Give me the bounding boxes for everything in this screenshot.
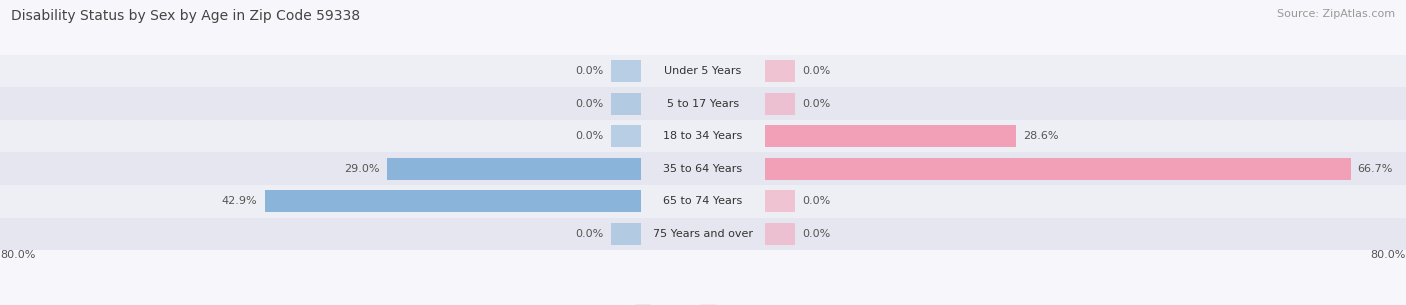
Text: 80.0%: 80.0% <box>1371 250 1406 260</box>
Bar <box>0 55 1406 88</box>
Text: Under 5 Years: Under 5 Years <box>665 66 741 76</box>
Text: 80.0%: 80.0% <box>0 250 35 260</box>
Bar <box>610 93 641 115</box>
Bar <box>765 158 1351 180</box>
Text: 42.9%: 42.9% <box>222 196 257 206</box>
Text: 0.0%: 0.0% <box>575 229 603 239</box>
Bar <box>610 60 641 82</box>
Bar <box>0 120 1406 152</box>
Bar <box>765 190 796 212</box>
Text: 0.0%: 0.0% <box>803 99 831 109</box>
Bar <box>0 217 1406 250</box>
Bar <box>765 60 796 82</box>
Bar <box>610 125 641 147</box>
Bar <box>387 158 641 180</box>
Bar <box>765 125 1015 147</box>
Text: 75 Years and over: 75 Years and over <box>652 229 754 239</box>
Text: 35 to 64 Years: 35 to 64 Years <box>664 164 742 174</box>
Text: 0.0%: 0.0% <box>803 229 831 239</box>
Bar <box>765 223 796 245</box>
Text: 18 to 34 Years: 18 to 34 Years <box>664 131 742 141</box>
Bar <box>0 88 1406 120</box>
Bar <box>264 190 641 212</box>
Text: Disability Status by Sex by Age in Zip Code 59338: Disability Status by Sex by Age in Zip C… <box>11 9 360 23</box>
Text: 66.7%: 66.7% <box>1358 164 1393 174</box>
Text: Source: ZipAtlas.com: Source: ZipAtlas.com <box>1277 9 1395 19</box>
Text: 0.0%: 0.0% <box>575 131 603 141</box>
Bar <box>0 185 1406 217</box>
Text: 0.0%: 0.0% <box>575 99 603 109</box>
Text: 5 to 17 Years: 5 to 17 Years <box>666 99 740 109</box>
Text: 29.0%: 29.0% <box>344 164 380 174</box>
Text: 0.0%: 0.0% <box>803 66 831 76</box>
Bar <box>610 223 641 245</box>
Text: 65 to 74 Years: 65 to 74 Years <box>664 196 742 206</box>
Bar <box>0 152 1406 185</box>
Text: 0.0%: 0.0% <box>575 66 603 76</box>
Bar <box>765 93 796 115</box>
Text: 28.6%: 28.6% <box>1024 131 1059 141</box>
Text: 0.0%: 0.0% <box>803 196 831 206</box>
